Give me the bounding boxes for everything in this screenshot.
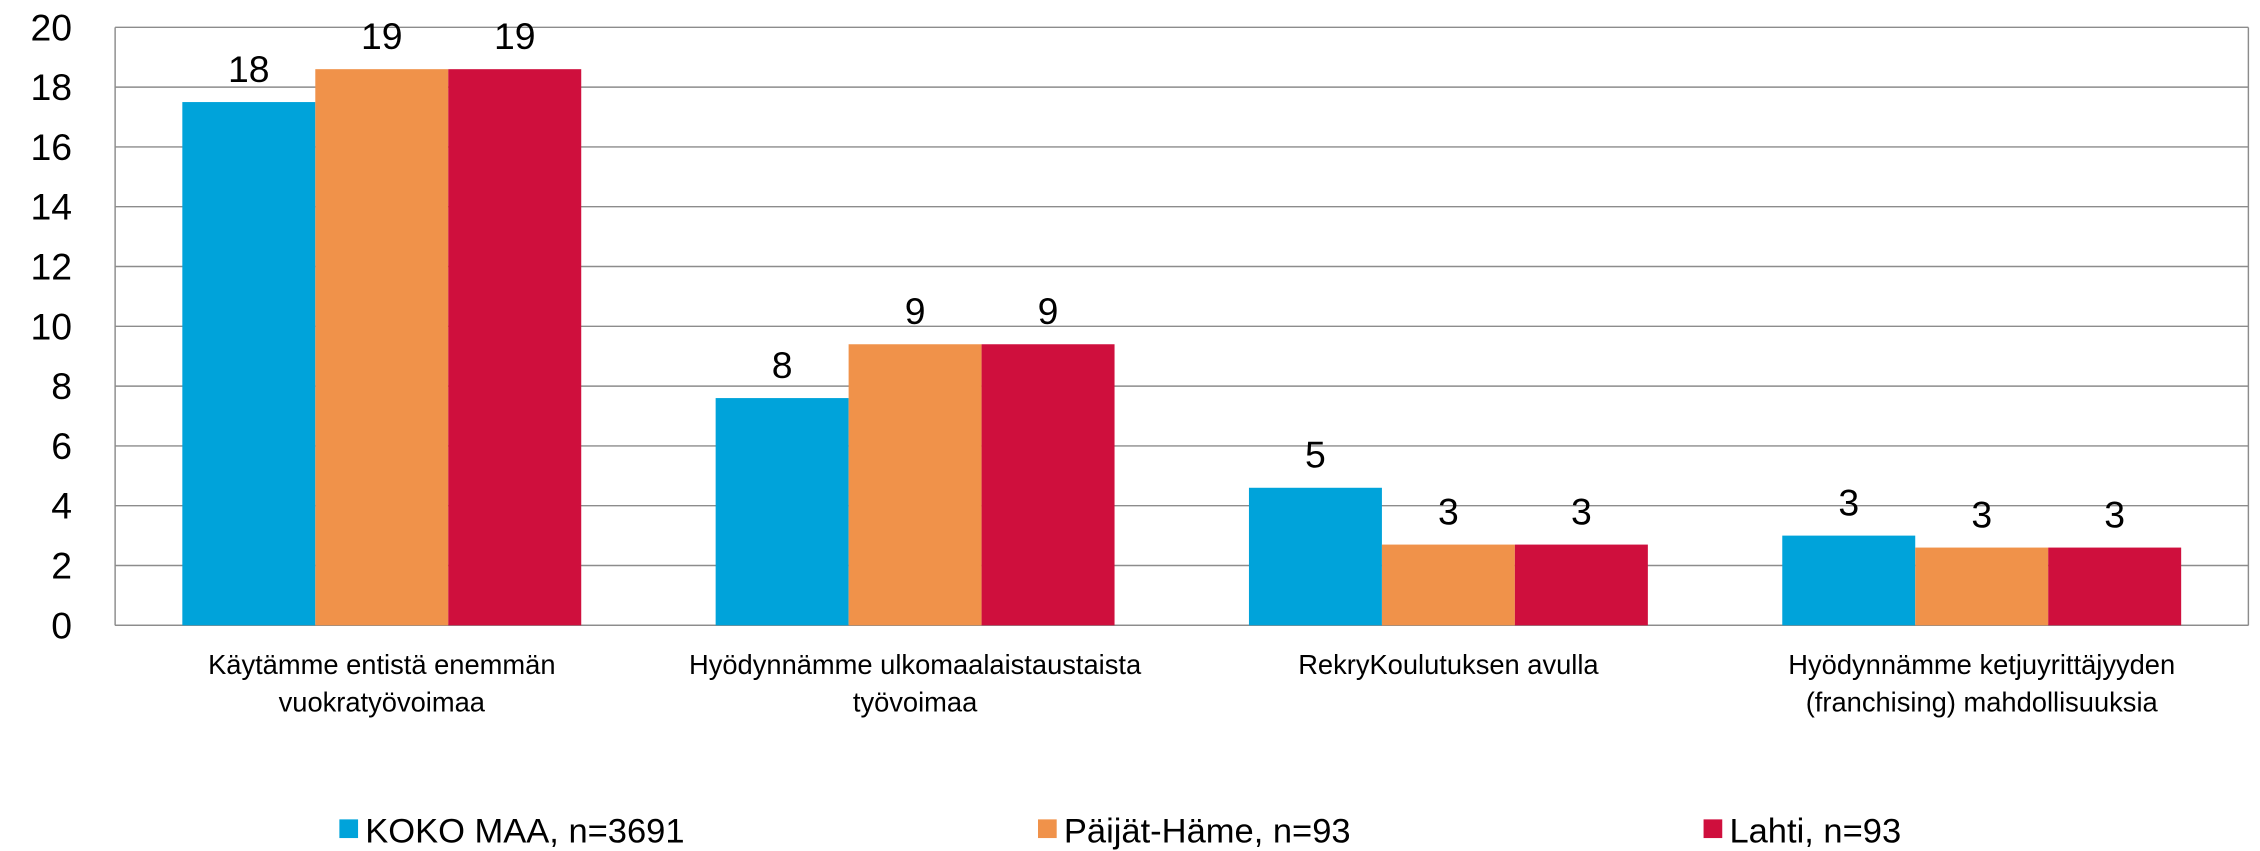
data-label: 3: [1571, 490, 1592, 532]
legend-swatch: [1038, 819, 1057, 839]
bar: [1915, 547, 2049, 626]
data-label: 9: [1038, 290, 1059, 332]
legend-swatch: [1703, 819, 1723, 839]
bar: [715, 398, 849, 626]
bar: [1782, 535, 1916, 626]
x-tick-label: Hyödynnämme ketjuyrittäjyyden (franchisin…: [1788, 649, 2175, 717]
bar: [182, 102, 316, 626]
data-label: 19: [361, 15, 403, 57]
legend-label: KOKO MAA, n=3691: [365, 812, 684, 850]
y-tick-label: 20: [30, 6, 72, 48]
bar: [1248, 487, 1382, 626]
bar: [1381, 544, 1515, 626]
y-tick-label: 6: [51, 425, 72, 467]
y-tick-label: 10: [30, 305, 72, 347]
data-label: 9: [905, 290, 926, 332]
legend-label: Päijät-Häme, n=93: [1064, 812, 1351, 850]
y-tick-label: 2: [51, 544, 72, 586]
data-label: 18: [228, 48, 270, 90]
bar: [315, 69, 449, 626]
y-tick-label: 8: [51, 365, 72, 407]
bar: [1514, 544, 1648, 626]
data-label: 5: [1305, 434, 1326, 476]
y-tick-label: 18: [30, 66, 72, 108]
x-tick-label: RekryKoulutuksen avulla: [1298, 649, 1599, 680]
bar: [448, 69, 582, 626]
x-tick-label: Hyödynnämme ulkomaalaistaustaista työvoim…: [689, 649, 1142, 717]
data-label: 3: [1438, 490, 1459, 532]
data-label: 3: [1971, 493, 1992, 535]
data-label: 19: [494, 15, 536, 57]
y-tick-label: 14: [30, 186, 72, 228]
legend-swatch: [339, 819, 359, 839]
bar: [2048, 547, 2182, 626]
bar: [981, 344, 1115, 626]
bar: [848, 344, 982, 626]
data-label: 3: [2104, 493, 2125, 535]
data-label: 8: [772, 344, 793, 386]
y-tick-label: 16: [30, 126, 72, 168]
legend-label: Lahti, n=93: [1729, 812, 1901, 850]
y-tick-label: 4: [51, 485, 72, 527]
x-tick-label: Käytämme entistä enemmän vuokratyövoimaa: [208, 649, 555, 717]
y-tick-label: 0: [51, 604, 72, 646]
y-tick-label: 12: [30, 245, 72, 287]
data-label: 3: [1838, 481, 1859, 523]
